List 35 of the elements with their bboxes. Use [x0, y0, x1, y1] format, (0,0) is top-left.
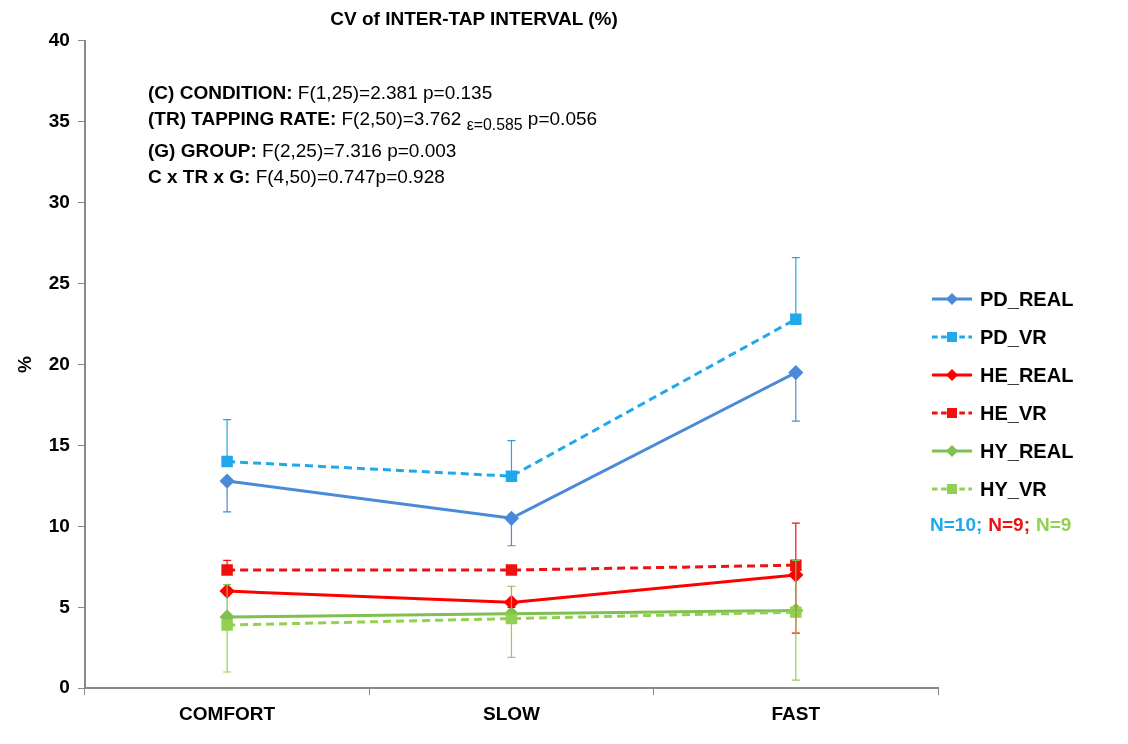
- x-tick-label: FAST: [771, 702, 821, 724]
- point: [221, 564, 233, 576]
- legend-label: PD_VR: [980, 325, 1047, 349]
- annotation: (TR) TAPPING RATE: F(2,50)=3.762 $_{ε=0.585}$ p=0.056: [148, 108, 598, 133]
- point: [504, 511, 519, 526]
- legend-label: HE_VR: [980, 401, 1047, 425]
- annotation: C x TR x G: F(4,50)=0.747p=0.928: [148, 165, 445, 187]
- legend-label: PD_REAL: [980, 287, 1074, 311]
- legend-label: HY_REAL: [980, 439, 1074, 463]
- legend-label: HY_VR: [980, 477, 1047, 501]
- y-axis-title: %: [13, 355, 35, 373]
- y-tick-label: 25: [48, 271, 71, 293]
- y-tick-label: 35: [48, 109, 71, 131]
- point: [790, 313, 802, 325]
- x-tick-label: COMFORT: [179, 702, 276, 724]
- point: [505, 470, 518, 482]
- y-tick-label: 30: [48, 190, 70, 212]
- chart-title: CV of INTER-TAP INTERVAL (%): [330, 7, 618, 29]
- text: N=9: [1036, 514, 1072, 535]
- y-tick-label: 15: [48, 433, 71, 455]
- x-tick-label: SLOW: [482, 702, 541, 724]
- text: N=9;: [988, 514, 1030, 535]
- y-tick-label: 20: [48, 352, 70, 374]
- y-tick-label: 0: [59, 676, 70, 698]
- annotation: (C) CONDITION: F(1,25)=2.381 p=0.135: [148, 82, 493, 103]
- y-tick-label: 5: [59, 595, 71, 617]
- point: [505, 564, 518, 576]
- annotation: N=10;: [930, 514, 983, 535]
- y-tick-label: 40: [48, 29, 70, 51]
- annotation: (G) GROUP: F(2,25)=7.316 p=0.003: [148, 139, 457, 161]
- point: [221, 619, 233, 631]
- y-tick-label: 10: [48, 514, 70, 536]
- point: [221, 455, 233, 468]
- legend-label: HE_REAL: [980, 363, 1074, 387]
- point: [788, 365, 803, 380]
